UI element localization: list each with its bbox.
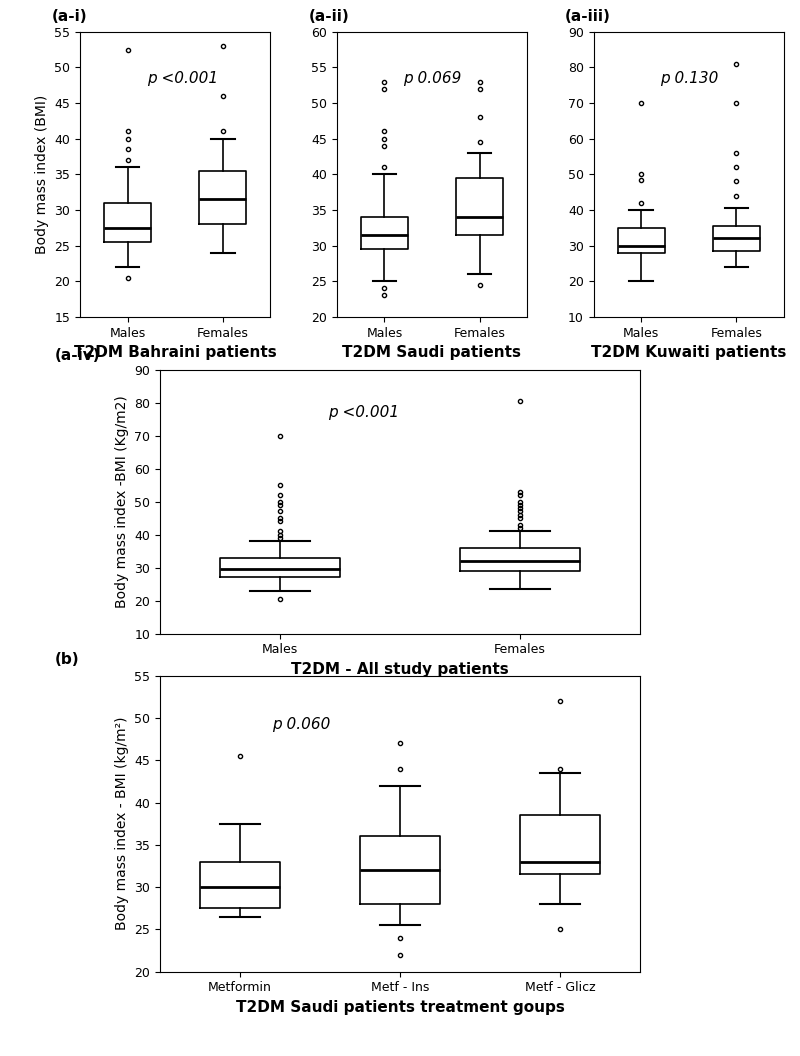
- Text: (a-iv): (a-iv): [54, 348, 100, 363]
- X-axis label: T2DM Kuwaiti patients: T2DM Kuwaiti patients: [591, 345, 786, 360]
- Text: (b): (b): [54, 653, 79, 667]
- Text: p <0.001: p <0.001: [146, 71, 218, 86]
- Text: p <0.001: p <0.001: [328, 406, 399, 420]
- Y-axis label: Body mass index - BMI (kg/m²): Body mass index - BMI (kg/m²): [114, 717, 129, 930]
- Text: p 0.060: p 0.060: [272, 717, 330, 732]
- Text: (a-i): (a-i): [51, 8, 87, 24]
- Text: (a-iii): (a-iii): [565, 8, 611, 24]
- Text: p 0.130: p 0.130: [660, 71, 718, 86]
- X-axis label: T2DM Saudi patients treatment goups: T2DM Saudi patients treatment goups: [235, 1000, 565, 1015]
- Y-axis label: Body mass index (BMI): Body mass index (BMI): [34, 95, 49, 253]
- Y-axis label: Body mass index -BMI (Kg/m2): Body mass index -BMI (Kg/m2): [114, 395, 129, 608]
- Text: p 0.069: p 0.069: [403, 71, 462, 86]
- X-axis label: T2DM - All study patients: T2DM - All study patients: [291, 662, 509, 677]
- X-axis label: T2DM Bahraini patients: T2DM Bahraini patients: [74, 345, 277, 360]
- X-axis label: T2DM Saudi patients: T2DM Saudi patients: [342, 345, 522, 360]
- Text: (a-ii): (a-ii): [308, 8, 349, 24]
